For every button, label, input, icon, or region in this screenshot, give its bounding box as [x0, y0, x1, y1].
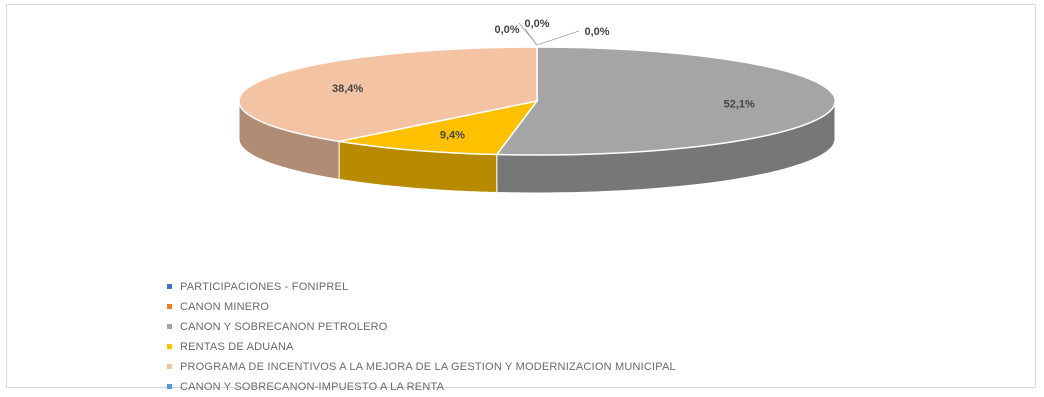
legend-label: CANON Y SOBRECANON-IMPUESTO A LA RENTA	[180, 381, 445, 393]
legend-item: PROGRAMA DE INCENTIVOS A LA MEJORA DE LA…	[167, 357, 676, 377]
legend-swatch	[167, 303, 172, 309]
pie-chart: 0,0% 0,0% 52,1% 9,4% 38,4% 0,0%	[238, 18, 836, 194]
legend-label: CANON Y SOBRECANON PETROLERO	[180, 321, 388, 333]
data-label: 38,4%	[332, 83, 363, 95]
legend-label: CANON MINERO	[180, 301, 270, 313]
legend-swatch	[167, 323, 172, 329]
pie-slice	[338, 99, 539, 156]
data-label: 9,4%	[440, 129, 465, 141]
data-label: 0,0%	[524, 18, 549, 30]
leader-line	[518, 22, 538, 46]
legend-swatch	[167, 383, 172, 389]
data-label: 0,0%	[584, 26, 609, 38]
chart-frame: 0,0% 0,0% 52,1% 9,4% 38,4% 0,0% PARTICIPACION…	[6, 4, 1036, 393]
chart-legend: PARTICIPACIONES - FONIPREL CANON MINERO …	[167, 277, 676, 397]
legend-swatch	[167, 363, 172, 369]
legend-item: CANON Y SOBRECANON-IMPUESTO A LA RENTA	[167, 377, 676, 397]
legend-label: PARTICIPACIONES - FONIPREL	[180, 281, 349, 293]
legend-item: CANON Y SOBRECANON PETROLERO	[167, 317, 676, 337]
pie-slice	[495, 46, 836, 156]
legend-item: CANON MINERO	[167, 297, 676, 317]
data-label: 52,1%	[724, 99, 755, 111]
legend-label: RENTAS DE ADUANA	[180, 341, 294, 353]
leader-line	[536, 30, 580, 46]
legend-label: PROGRAMA DE INCENTIVOS A LA MEJORA DE LA…	[180, 361, 676, 373]
pie-slice	[238, 46, 538, 143]
data-label: 0,0%	[494, 24, 519, 36]
legend-swatch	[167, 343, 172, 349]
legend-item: PARTICIPACIONES - FONIPREL	[167, 277, 676, 297]
legend-item: RENTAS DE ADUANA	[167, 337, 676, 357]
legend-swatch	[167, 283, 172, 289]
